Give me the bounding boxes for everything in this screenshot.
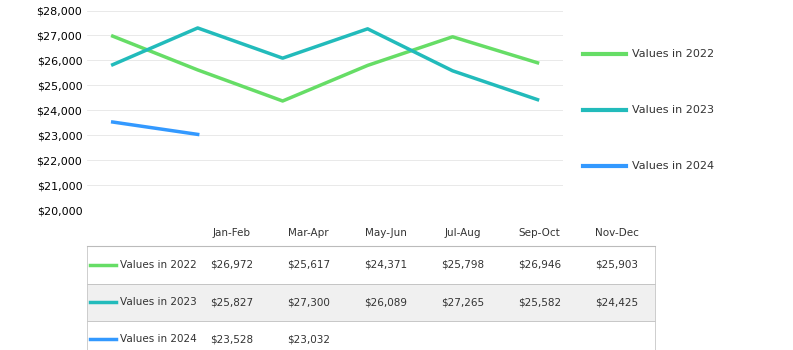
Text: $25,827: $25,827 [210, 297, 253, 307]
Text: Sep-Oct: Sep-Oct [519, 228, 561, 238]
Text: $27,265: $27,265 [441, 297, 485, 307]
Text: $24,371: $24,371 [364, 260, 407, 270]
Text: Jan-Feb: Jan-Feb [213, 228, 251, 238]
Text: Values in 2023: Values in 2023 [633, 105, 714, 115]
Text: $25,798: $25,798 [441, 260, 485, 270]
Text: $26,972: $26,972 [210, 260, 253, 270]
Text: May-Jun: May-Jun [365, 228, 407, 238]
Text: Nov-Dec: Nov-Dec [595, 228, 638, 238]
Text: Mar-Apr: Mar-Apr [288, 228, 329, 238]
Text: $24,425: $24,425 [596, 297, 638, 307]
Text: Values in 2022: Values in 2022 [121, 260, 197, 270]
Text: $25,582: $25,582 [518, 297, 561, 307]
Text: Values in 2024: Values in 2024 [633, 161, 714, 171]
Text: $23,528: $23,528 [210, 334, 253, 344]
Text: $26,089: $26,089 [364, 297, 407, 307]
FancyBboxPatch shape [87, 321, 655, 350]
Text: Values in 2022: Values in 2022 [633, 49, 714, 60]
FancyBboxPatch shape [87, 284, 655, 321]
FancyBboxPatch shape [87, 246, 655, 284]
Text: Values in 2023: Values in 2023 [121, 297, 197, 307]
Text: $25,617: $25,617 [287, 260, 330, 270]
Text: $27,300: $27,300 [287, 297, 330, 307]
Text: $25,903: $25,903 [596, 260, 638, 270]
Text: $23,032: $23,032 [287, 334, 330, 344]
Text: Values in 2024: Values in 2024 [121, 334, 197, 344]
Text: $26,946: $26,946 [518, 260, 561, 270]
Text: Jul-Aug: Jul-Aug [444, 228, 481, 238]
